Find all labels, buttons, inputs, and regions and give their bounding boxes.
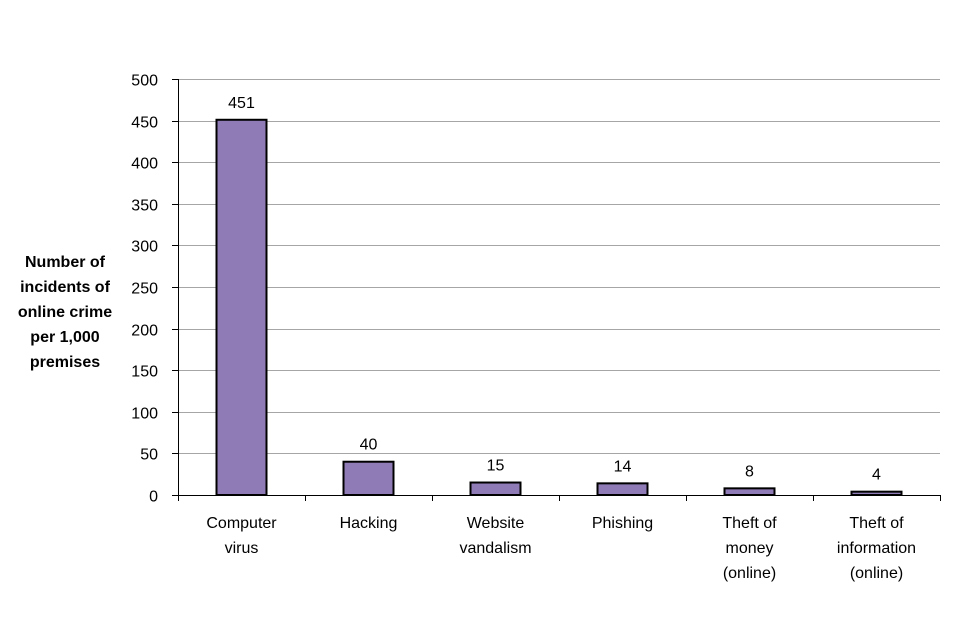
- bar: [215, 118, 268, 496]
- y-tick-label: 500: [131, 73, 158, 90]
- axes: [172, 79, 941, 501]
- x-tick-label: Website: [467, 515, 525, 532]
- y-tick-label: 100: [131, 406, 158, 423]
- y-axis-label: Number of incidents of online crime per …: [6, 250, 124, 375]
- y-tick-label: 450: [131, 115, 158, 132]
- x-tick-label: Hacking: [340, 515, 398, 532]
- y-tick-label: 0: [149, 489, 158, 506]
- x-tick-label: information: [837, 540, 916, 557]
- y-tick-label: 300: [131, 239, 158, 256]
- y-axis-label-line: Number of: [25, 254, 105, 271]
- y-tick-label: 350: [131, 198, 158, 215]
- data-label: 451: [228, 95, 255, 112]
- y-axis-label-line: per 1,000: [30, 329, 100, 346]
- bar: [596, 482, 649, 496]
- data-label: 8: [745, 463, 754, 480]
- x-tick-label: (online): [723, 565, 776, 582]
- bar: [469, 481, 522, 496]
- x-tick-label: Theft of: [849, 515, 904, 532]
- x-tick-label: Theft of: [722, 515, 777, 532]
- data-label: 14: [614, 458, 632, 475]
- x-tick-label: (online): [850, 565, 903, 582]
- x-tick-label: Phishing: [592, 515, 653, 532]
- x-tick-label: money: [725, 540, 773, 557]
- labels: 0 50 100 150 200 250 300 350 400 450 500 451 Compute…: [131, 73, 916, 583]
- y-tick-label: 150: [131, 364, 158, 381]
- x-tick-label: vandalism: [459, 540, 531, 557]
- gridlines: [178, 79, 940, 454]
- bar: [723, 487, 776, 496]
- data-label: 4: [872, 467, 881, 484]
- y-tick-label: 200: [131, 323, 158, 340]
- bars: [215, 118, 903, 496]
- x-tick-label: Computer: [206, 515, 277, 532]
- y-axis-label-line: incidents of: [20, 279, 110, 296]
- x-tick-label: virus: [225, 540, 259, 557]
- y-axis-label-line: premises: [29, 354, 101, 371]
- bar: [342, 460, 395, 496]
- y-tick-label: 50: [140, 447, 158, 464]
- y-tick-label: 250: [131, 281, 158, 298]
- data-label: 15: [487, 458, 505, 475]
- y-axis-label-line: online crime: [17, 304, 113, 321]
- data-label: 40: [360, 437, 378, 454]
- bar: [850, 490, 903, 496]
- y-tick-label: 400: [131, 156, 158, 173]
